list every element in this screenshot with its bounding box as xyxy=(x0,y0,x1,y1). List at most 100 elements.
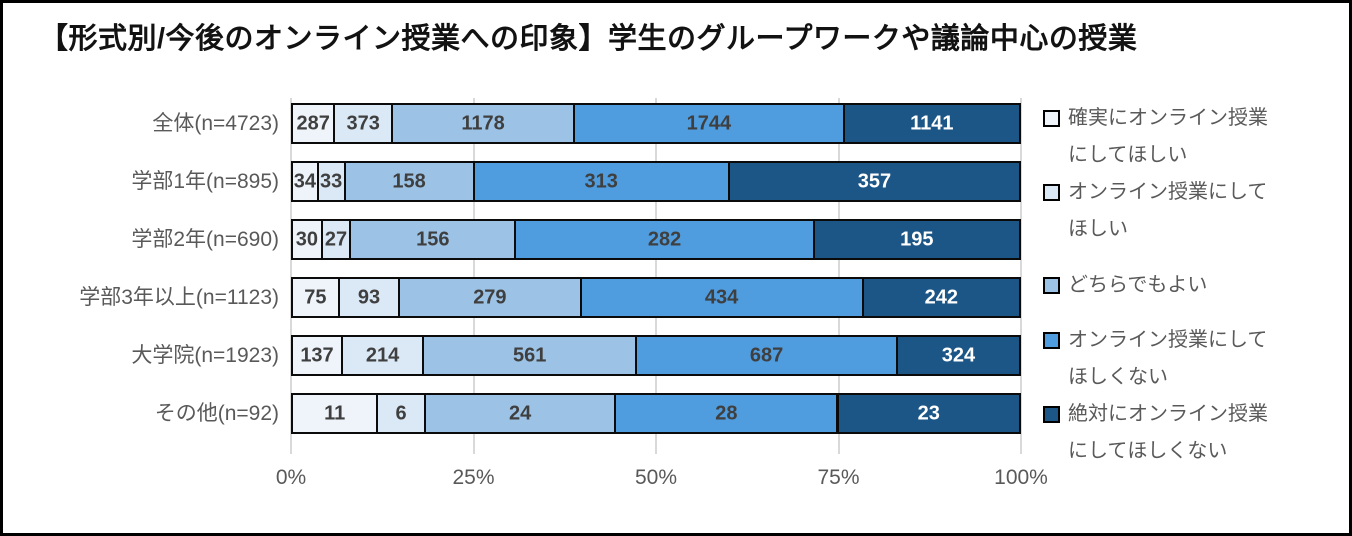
legend-label: 絶対にオンライン授業にしてほしくない xyxy=(1068,403,1268,462)
bar-row: 75 93 279 434 242 xyxy=(291,277,1021,318)
x-axis-tick-label: 25% xyxy=(452,466,495,489)
legend-label: どちらでもよい xyxy=(1068,273,1208,296)
segment-value-label: 30 xyxy=(295,228,318,250)
bar-segment: 324 xyxy=(896,335,1021,376)
legend: 確実にオンライン授業にしてほしい オンライン授業にしてほしいどちらでもよいオンライ… xyxy=(1043,100,1348,470)
bar-segment: 1744 xyxy=(573,103,845,144)
bar-segment: 24 xyxy=(423,393,617,434)
segment-value-label: 214 xyxy=(365,344,400,366)
bar-segment: 561 xyxy=(422,335,638,376)
legend-label: 確実にオンライン授業にしてほしい xyxy=(1068,107,1268,166)
segment-value-label: 282 xyxy=(647,228,682,250)
segment-value-label: 1178 xyxy=(461,112,505,134)
bar-segment: 93 xyxy=(337,277,401,318)
category-label: その他(n=92) xyxy=(154,402,279,425)
segment-value-label: 1744 xyxy=(686,112,732,134)
bar-segment: 1141 xyxy=(842,103,1021,144)
x-axis-tick-label: 100% xyxy=(994,466,1048,489)
segment-value-label: 34 xyxy=(293,170,316,192)
segment-value-label: 324 xyxy=(941,344,976,366)
gridline xyxy=(1020,98,1022,454)
bar-segment: 373 xyxy=(333,103,393,144)
segment-value-label: 23 xyxy=(917,402,940,424)
category-label: 学部1年(n=895) xyxy=(131,170,279,193)
gridline xyxy=(837,98,840,454)
legend-item: 確実にオンライン授業にしてほしい xyxy=(1043,100,1348,174)
category-label: 学部2年(n=690) xyxy=(131,228,279,251)
bar-segment: 33 xyxy=(316,161,346,202)
x-axis-tick-label: 50% xyxy=(634,466,678,489)
x-axis: 0% 25% 50% 75% 100% xyxy=(276,466,1048,496)
legend-label: オンライン授業にしてほしくない xyxy=(1068,329,1268,388)
bar-segment: 282 xyxy=(514,219,815,260)
bar-row: 34 33 158 313 357 xyxy=(291,161,1021,202)
legend-item-inner: どちらでもよい xyxy=(1043,267,1207,304)
segment-value-label: 434 xyxy=(704,286,739,308)
bar-segment: 357 xyxy=(727,161,1021,202)
segment-value-label: 27 xyxy=(324,228,348,250)
legend-item-inner: オンライン授業にしてほしい xyxy=(1043,174,1280,248)
legend-swatch-icon xyxy=(1043,406,1060,423)
gridlines xyxy=(290,98,1022,454)
segment-value-label: 11 xyxy=(324,402,346,424)
gridline xyxy=(472,98,475,454)
category-label: 全体(n=4723) xyxy=(152,112,279,135)
gridline xyxy=(290,98,292,454)
bar-segment: 158 xyxy=(343,161,475,202)
bar-segment: 28 xyxy=(614,393,839,434)
legend-swatch-icon xyxy=(1043,184,1060,201)
segment-value-label: 242 xyxy=(924,286,959,308)
legend-item: オンライン授業にしてほしい xyxy=(1043,174,1348,248)
segment-value-label: 28 xyxy=(715,402,738,424)
legend-swatch-icon xyxy=(1043,110,1060,127)
legend-item: オンライン授業にしてほしくない xyxy=(1043,322,1348,396)
gridline xyxy=(655,98,657,454)
segment-value-label: 6 xyxy=(395,402,407,424)
segment-value-label: 33 xyxy=(320,170,343,192)
segment-value-label: 279 xyxy=(473,286,507,308)
bar-segment: 195 xyxy=(812,219,1021,260)
legend-item-inner: オンライン授業にしてほしくない xyxy=(1043,322,1280,396)
legend-swatch-icon xyxy=(1043,332,1060,349)
legend-item-inner: 確実にオンライン授業にしてほしい xyxy=(1043,100,1280,174)
segment-value-label: 156 xyxy=(416,228,450,250)
segment-value-label: 561 xyxy=(513,344,547,366)
segment-value-label: 158 xyxy=(392,170,426,192)
bar-segment: 214 xyxy=(341,335,425,376)
legend-label: オンライン授業にしてほしい xyxy=(1068,181,1268,240)
bar-row: 30 27 156 282 195 xyxy=(291,219,1021,260)
bar-segment: 11 xyxy=(291,393,379,434)
bar-segment: 313 xyxy=(472,161,730,202)
bar-row: 11 6 24 28 23 xyxy=(291,393,1021,434)
bar-segment: 287 xyxy=(291,103,336,144)
segment-value-label: 195 xyxy=(900,228,934,250)
bar-segment: 27 xyxy=(320,219,352,260)
bar-segment: 23 xyxy=(836,393,1021,434)
x-axis-tick-label: 0% xyxy=(275,466,307,489)
x-axis-tick-label: 75% xyxy=(817,466,860,489)
chart-title: 【形式別/今後のオンライン授業への印象】学生のグループワークや議論中心の授業 xyxy=(39,23,1138,55)
legend-item: 絶対にオンライン授業にしてほしくない xyxy=(1043,396,1348,470)
bar-row: 287 373 1178 1744 1141 xyxy=(291,103,1021,144)
bar-row: 137 214 561 687 324 xyxy=(291,335,1021,376)
segment-value-label: 357 xyxy=(857,170,892,192)
bar-segment: 156 xyxy=(349,219,517,260)
bar-segment: 6 xyxy=(376,393,426,434)
segment-value-label: 93 xyxy=(357,286,381,308)
bar-segment: 434 xyxy=(579,277,864,318)
category-label: 学部3年以上(n=1123) xyxy=(79,286,279,309)
bar-segment: 242 xyxy=(861,277,1021,318)
bar-segment: 30 xyxy=(291,219,323,260)
segment-value-label: 1141 xyxy=(910,112,954,134)
legend-swatch-icon xyxy=(1043,276,1060,294)
bar-segment: 279 xyxy=(398,277,582,318)
bar-segment: 75 xyxy=(291,277,340,318)
segment-value-label: 687 xyxy=(749,344,784,366)
bar-segment: 34 xyxy=(291,161,319,202)
segment-value-label: 137 xyxy=(300,344,334,366)
category-label: 大学院(n=1923) xyxy=(131,344,279,367)
segment-value-label: 373 xyxy=(346,112,380,134)
segment-value-label: 287 xyxy=(296,112,330,134)
segment-value-label: 313 xyxy=(584,170,618,192)
